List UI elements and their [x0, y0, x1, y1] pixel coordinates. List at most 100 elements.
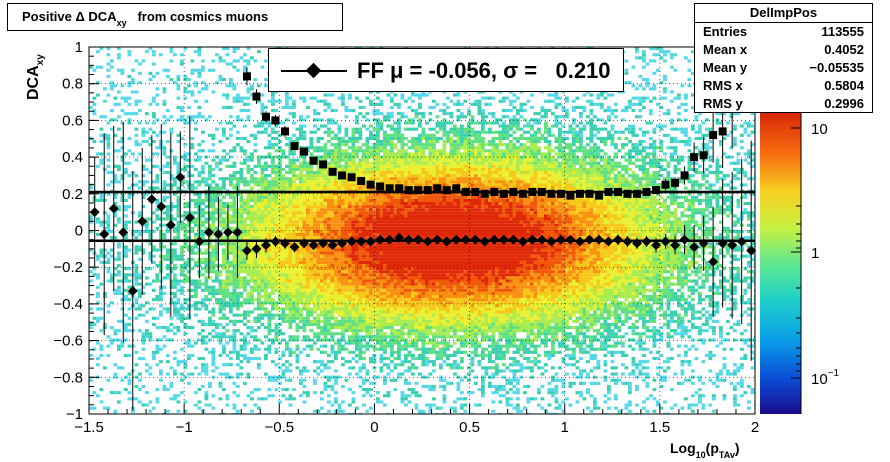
heatmap-cell: [176, 220, 181, 224]
heatmap-cell: [232, 276, 237, 280]
heatmap-cell: [271, 316, 275, 320]
heatmap-cell: [243, 183, 247, 187]
heatmap-cell: [306, 202, 310, 206]
heatmap-cell: [180, 118, 184, 122]
heatmap-cell: [383, 381, 387, 385]
heatmap-cell: [379, 254, 384, 258]
heatmap-cell: [358, 186, 363, 190]
heatmap-cell: [299, 282, 303, 286]
heatmap-cell: [166, 226, 170, 230]
heatmap-cell: [239, 295, 244, 299]
heatmap-cell: [302, 273, 307, 277]
heatmap-cell: [152, 260, 156, 264]
heatmap-cell: [131, 90, 135, 94]
heatmap-cell: [145, 369, 149, 373]
heatmap-cell: [141, 270, 146, 274]
heatmap-cell: [173, 291, 177, 295]
heatmap-cell: [246, 167, 251, 171]
heatmap-cell: [180, 245, 184, 249]
heatmap-cell: [376, 177, 380, 181]
heatmap-cell: [390, 332, 394, 336]
heatmap-cell: [271, 301, 275, 305]
heatmap-cell: [106, 223, 111, 227]
heatmap-cell: [106, 406, 111, 410]
heatmap-cell: [197, 115, 202, 119]
heatmap-cell: [316, 279, 321, 283]
heatmap-cell: [337, 260, 342, 264]
heatmap-cell: [138, 211, 142, 215]
heatmap-cell: [337, 152, 342, 156]
heatmap-cell: [365, 316, 370, 320]
heatmap-cell: [285, 195, 289, 199]
heatmap-cell: [138, 400, 142, 404]
heatmap-cell: [166, 254, 170, 258]
heatmap-cell: [218, 279, 223, 283]
heatmap-cell: [320, 208, 324, 212]
heatmap-cell: [320, 295, 324, 299]
heatmap-cell: [201, 223, 205, 227]
heatmap-cell: [302, 295, 307, 299]
heatmap-cell: [351, 233, 356, 237]
heatmap-cell: [222, 208, 226, 212]
heatmap-cell: [187, 229, 191, 233]
heatmap-cell: [386, 267, 391, 271]
heatmap-cell: [337, 341, 342, 345]
heatmap-cell: [302, 264, 307, 268]
heatmap-cell: [379, 143, 384, 147]
heatmap-cell: [278, 195, 282, 199]
heatmap-cell: [271, 164, 275, 168]
heatmap-cell: [337, 158, 342, 162]
heatmap-cell: [386, 124, 391, 128]
heatmap-cell: [330, 338, 335, 342]
heatmap-cell: [285, 279, 289, 283]
heatmap-cell: [278, 291, 282, 295]
heatmap-cell: [106, 279, 111, 283]
heatmap-cell: [351, 310, 356, 314]
heatmap-cell: [292, 397, 296, 401]
heatmap-cell: [302, 298, 307, 302]
heatmap-cell: [134, 143, 139, 147]
heatmap-cell: [222, 133, 226, 137]
heatmap-cell: [330, 121, 335, 125]
heatmap-cell: [337, 307, 342, 311]
heatmap-cell: [162, 344, 167, 348]
heatmap-cell: [309, 96, 314, 100]
heatmap-cell: [316, 233, 321, 237]
heatmap-cell: [211, 363, 216, 367]
heatmap-cell: [337, 344, 342, 348]
heatmap-cell: [281, 251, 286, 255]
heatmap-cell: [211, 350, 216, 354]
heatmap-cell: [239, 319, 244, 323]
heatmap-cell: [180, 226, 184, 230]
heatmap-cell: [292, 229, 296, 233]
heatmap-cell: [110, 180, 114, 184]
heatmap-cell: [379, 400, 384, 404]
heatmap-cell: [362, 350, 366, 354]
heatmap-cell: [236, 295, 240, 299]
heatmap-cell: [246, 205, 251, 209]
heatmap-cell: [278, 273, 282, 277]
heatmap-cell: [393, 152, 398, 156]
heatmap-cell: [229, 251, 233, 255]
heatmap-cell: [204, 298, 209, 302]
heatmap-cell: [281, 276, 286, 280]
heatmap-cell: [390, 282, 394, 286]
heatmap-cell: [344, 279, 349, 283]
heatmap-cell: [302, 161, 307, 165]
heatmap-cell: [393, 167, 398, 171]
heatmap-cell: [369, 357, 373, 361]
heatmap-cell: [316, 112, 321, 116]
heatmap-cell: [369, 198, 373, 202]
heatmap-cell: [96, 93, 100, 97]
heatmap-cell: [323, 282, 328, 286]
heatmap-cell: [260, 130, 265, 134]
heatmap-cell: [295, 136, 300, 140]
heatmap-cell: [197, 192, 202, 196]
heatmap-cell: [334, 357, 338, 361]
heatmap-cell: [155, 118, 160, 122]
heatmap-cell: [316, 316, 321, 320]
heatmap-cell: [138, 121, 142, 125]
heatmap-cell: [271, 291, 275, 295]
heatmap-cell: [124, 267, 128, 271]
heatmap-cell: [106, 220, 111, 224]
